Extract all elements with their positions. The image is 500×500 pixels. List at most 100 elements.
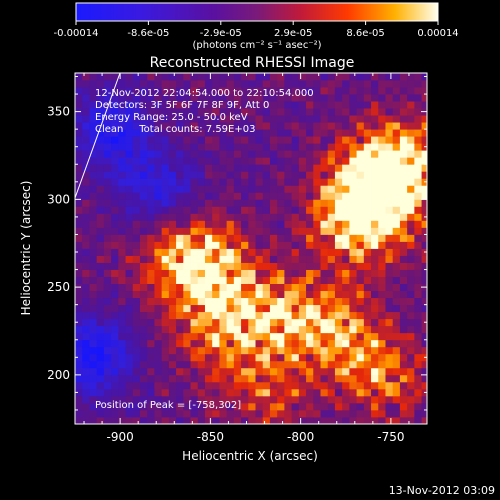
heatmap-cell [421,381,427,390]
heatmap-cell [118,94,126,102]
heatmap-cell [306,185,314,193]
heatmap-cell [298,80,307,88]
heatmap-cell [421,185,427,193]
heatmap-cell [183,213,191,221]
heatmap-cell [334,311,343,320]
heatmap-cell [262,297,271,306]
heatmap-cell [197,311,206,320]
heatmap-cell [132,332,141,341]
heatmap-cell [334,339,343,348]
heatmap-cell [363,185,372,193]
heatmap-cell [161,143,170,151]
heatmap-cell [269,122,278,130]
heatmap-cell [262,276,271,284]
heatmap-cell [421,199,427,207]
heatmap-cell [269,115,278,123]
heatmap-cell [190,255,199,263]
heatmap-cell [82,290,90,299]
heatmap-cell [320,171,329,179]
heatmap-cell [255,227,264,235]
heatmap-cell [399,185,408,193]
heatmap-cell [262,290,271,299]
heatmap-cell [371,80,379,88]
heatmap-cell [277,388,285,397]
heatmap-cell [111,108,119,116]
heatmap-cell [204,199,213,207]
heatmap-cell [342,255,350,263]
heatmap-cell [334,129,343,137]
heatmap-cell [154,346,163,355]
heatmap-cell [342,402,350,411]
heatmap-cell [269,101,278,109]
heatmap-cell [342,157,350,165]
heatmap-cell [371,283,379,292]
heatmap-cell [204,164,213,172]
heatmap-cell [132,388,141,397]
heatmap-cell [407,192,415,200]
heatmap-cell [233,346,242,355]
heatmap-cell [399,227,408,235]
heatmap-cell [89,101,98,109]
heatmap-cell [284,73,293,81]
heatmap-cell [262,87,271,95]
heatmap-cell [147,262,155,270]
heatmap-cell [226,283,235,292]
heatmap-cell [298,108,307,116]
heatmap-cell [147,255,155,263]
heatmap-cell [313,108,321,116]
heatmap-cell [291,220,300,228]
heatmap-cell [306,248,314,256]
heatmap-cell [103,122,112,130]
heatmap-cell [161,269,170,277]
heatmap-cell [197,304,206,313]
heatmap-cell [183,157,191,165]
heatmap-cell [161,416,170,424]
heatmap-cell [378,108,386,116]
heatmap-cell [183,416,191,424]
heatmap-cell [212,73,220,81]
heatmap-cell [356,80,365,88]
heatmap-cell [320,115,329,123]
heatmap-cell [111,87,119,95]
heatmap-cell [262,164,271,172]
heatmap-cell [103,143,112,151]
heatmap-cell [414,276,422,284]
heatmap-cell [262,360,271,369]
heatmap-cell [371,234,379,242]
annotation-detectors: Detectors: 3F 5F 6F 7F 8F 9F, Att 0 [95,100,269,111]
heatmap-cell [284,311,293,320]
heatmap-cell [226,241,235,249]
heatmap-cell [219,108,228,116]
heatmap-cell [204,388,213,397]
heatmap-cell [183,339,191,348]
annotations: 12-Nov-2012 22:04:54.000 to 22:10:54.000… [95,88,314,411]
heatmap-cell [363,318,372,327]
heatmap-cell [320,157,329,165]
heatmap-cell [103,290,112,299]
heatmap-cell [248,311,256,320]
heatmap-cell [233,129,242,137]
heatmap-cell [378,206,386,214]
heatmap-cell [168,143,177,151]
heatmap-cell [147,150,155,158]
heatmap-cell [75,402,83,411]
heatmap-cell [233,115,242,123]
heatmap-cell [277,220,285,228]
heatmap-cell [291,353,300,362]
heatmap-cell [269,395,278,404]
heatmap-cell [226,416,235,424]
heatmap-cell [212,416,220,424]
heatmap-cell [176,374,184,383]
heatmap-cell [176,290,184,299]
heatmap-cell [349,388,357,397]
heatmap-cell [342,206,350,214]
heatmap-cell [407,381,415,390]
heatmap-cell [414,353,422,362]
heatmap-cell [385,311,394,320]
heatmap-cell [392,367,401,376]
heatmap-cell [327,213,336,221]
heatmap-cell [176,283,184,292]
heatmap-cell [89,402,98,411]
heatmap-cell [399,192,408,200]
heatmap-cell [118,129,126,137]
